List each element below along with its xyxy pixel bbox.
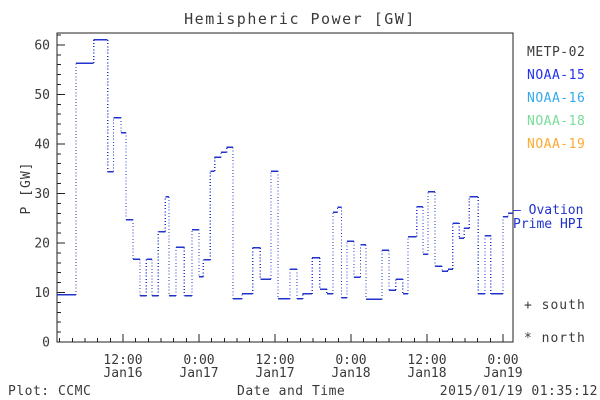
y-tick-label: 20: [34, 236, 50, 251]
x-tick-date-label: Jan17: [255, 366, 294, 381]
ovation-dash-icon: –: [513, 203, 521, 218]
y-tick-label: 0: [42, 336, 50, 351]
x-tick-date-label: Jan16: [103, 366, 142, 381]
x-tick-time-label: 0:00: [335, 353, 366, 368]
south-marker-legend: + south: [524, 298, 586, 313]
y-tick-label: 30: [34, 187, 50, 202]
x-tick-time-label: 12:00: [255, 353, 294, 368]
ovation-line1: Ovation: [528, 203, 584, 218]
south-label: south: [541, 298, 586, 313]
x-axis-ticks: 12:00Jan160:00Jan1712:00Jan170:00Jan1812…: [59, 334, 523, 381]
x-tick-time-label: 0:00: [487, 353, 518, 368]
x-tick-date-label: Jan18: [331, 366, 370, 381]
plot-frame: [56, 32, 514, 343]
x-tick-date-label: Jan19: [483, 366, 522, 381]
y-tick-label: 50: [34, 88, 50, 103]
legend-item-noaa19: NOAA-19: [527, 137, 586, 152]
north-label: north: [541, 331, 586, 346]
y-tick-label: 60: [34, 38, 50, 53]
legend-item-metp02: METP-02: [527, 45, 586, 60]
plot-credit: Plot: CCMC: [8, 384, 92, 399]
plot-timestamp: 2015/01/19 01:35:12: [439, 384, 598, 399]
north-marker-legend: * north: [524, 331, 586, 346]
x-axis-title: Date and Time: [237, 384, 346, 399]
x-tick-date-label: Jan17: [179, 366, 218, 381]
x-tick-time-label: 12:00: [103, 353, 142, 368]
chart-title: Hemispheric Power [GW]: [184, 10, 416, 28]
ovation-prime-annotation: – Ovation Prime HPI: [513, 204, 583, 232]
x-tick-time-label: 0:00: [183, 353, 214, 368]
legend-item-noaa15: NOAA-15: [527, 68, 586, 83]
x-tick-time-label: 12:00: [407, 353, 446, 368]
hpi-staircase-series: [57, 39, 513, 301]
y-axis-title: P [GW]: [19, 162, 34, 215]
ovation-line2: Prime HPI: [513, 217, 584, 232]
legend-item-noaa18: NOAA-18: [527, 114, 586, 129]
y-axis-ticks: 0 10 20 30 40 50 60: [34, 34, 65, 351]
x-tick-date-label: Jan18: [407, 366, 446, 381]
legend-item-noaa16: NOAA-16: [527, 91, 586, 106]
y-tick-label: 10: [34, 286, 50, 301]
y-tick-label: 40: [34, 137, 50, 152]
plus-icon: +: [524, 298, 533, 313]
asterisk-icon: *: [524, 331, 533, 346]
